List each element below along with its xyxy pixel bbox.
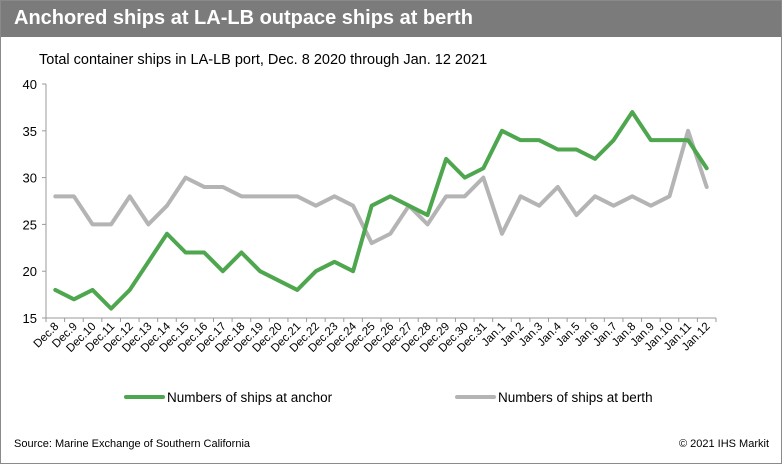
y-tick-label: 25 — [23, 217, 37, 232]
berth-series-line — [53, 128, 709, 246]
copyright-note: © 2021 IHS Markit — [678, 438, 769, 450]
banner-title: Anchored ships at LA-LB outpace ships at… — [14, 7, 473, 29]
legend-berth-label: Numbers of ships at berth — [498, 390, 653, 405]
legend-berth: Numbers of ships at berth — [455, 390, 653, 405]
y-tick-label: 30 — [23, 171, 37, 186]
y-tick-label: 15 — [23, 311, 37, 326]
y-tick-label: 35 — [23, 124, 37, 139]
chart-title: Total container ships in LA-LB port, Dec… — [39, 52, 488, 68]
legend-anchor-label: Numbers of ships at anchor — [167, 390, 333, 405]
anchor-series-line — [53, 110, 709, 311]
y-tick-label: 40 — [23, 77, 37, 92]
title-banner: Anchored ships at LA-LB outpace ships at… — [1, 1, 781, 37]
source-note: Source: Marine Exchange of Southern Cali… — [14, 438, 251, 450]
legend-anchor: Numbers of ships at anchor — [124, 390, 333, 405]
y-tick-label: 20 — [23, 264, 37, 279]
